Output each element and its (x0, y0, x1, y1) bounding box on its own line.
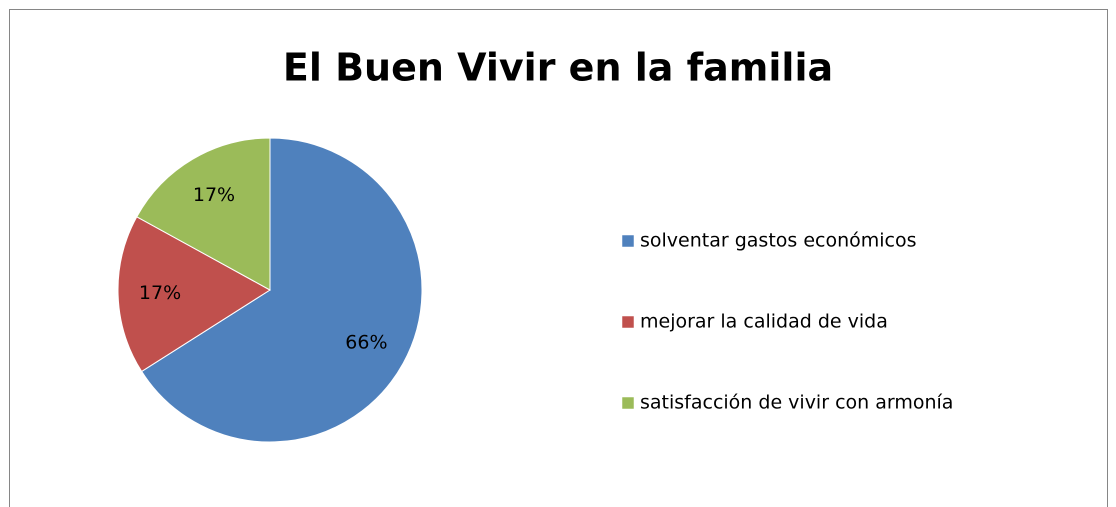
legend-marker (621, 234, 635, 248)
chart-title: El Buen Vivir en la familia (283, 46, 833, 90)
legend-label: mejorar la calidad de vida (640, 311, 888, 333)
pie-slice (140, 137, 423, 443)
legend-marker (621, 396, 635, 410)
data-label: 17% (139, 282, 181, 304)
data-label: 17% (193, 184, 235, 206)
data-label: 66% (345, 331, 387, 353)
pie-slice (117, 216, 271, 373)
legend-label: satisfacción de vivir con armonía (640, 392, 953, 414)
legend-label: solventar gastos económicos (640, 230, 917, 252)
pie-slice (136, 137, 271, 291)
legend-marker (621, 315, 635, 329)
